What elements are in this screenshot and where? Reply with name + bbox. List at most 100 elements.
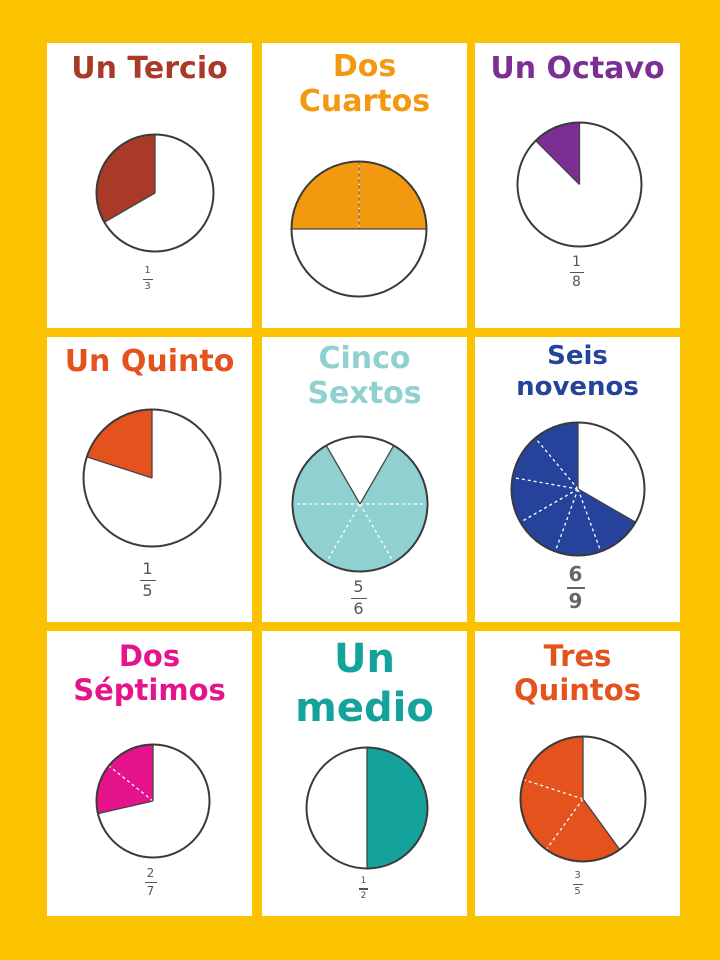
pie-division-line: [325, 503, 361, 563]
card-title: Un Tercio: [47, 51, 252, 86]
fraction-numerator: 1: [572, 254, 581, 270]
fraction-pie: [510, 421, 646, 557]
pie-outline: [291, 435, 429, 573]
pie-division-line: [359, 503, 395, 563]
pie-outline: [305, 746, 429, 870]
fraction-pie: [95, 133, 215, 253]
pie-division-line: [554, 488, 579, 552]
fraction-pie: [291, 435, 429, 573]
fraction-denominator: 7: [146, 884, 155, 899]
pie-outline: [516, 121, 643, 248]
title-line: Un: [334, 636, 395, 682]
fraction-numerator: 1: [142, 559, 153, 578]
pie-division-line: [523, 779, 584, 800]
fraction-denominator: 2: [360, 890, 367, 901]
fraction-pie: [95, 743, 211, 859]
fraction-pie: [516, 121, 643, 248]
card-title: Dos Séptimos: [47, 639, 252, 707]
title-line: Un Quinto: [64, 344, 235, 379]
card-seis-novenos: Seis novenos 6 9: [475, 337, 680, 622]
pie-shaded-sector: [291, 161, 427, 229]
title-line: Seis: [547, 341, 608, 371]
pie-outline: [510, 421, 646, 557]
card-dos-septimos: Dos Séptimos 2 7: [47, 631, 252, 916]
pie-sector-edge: [577, 488, 636, 523]
card-title: Dos Cuartos: [262, 49, 467, 120]
pie-shaded-sector: [292, 445, 428, 572]
fraction-pie: [290, 160, 428, 298]
card-dos-cuartos: Dos Cuartos: [262, 43, 467, 328]
card-title: Un Octavo: [475, 51, 680, 86]
pie-shaded-sector: [367, 747, 428, 869]
pie-shaded-sector: [96, 134, 155, 223]
title-line: Tres: [543, 639, 612, 673]
pie-division-line: [534, 437, 579, 490]
fraction-numerator: 1: [144, 265, 151, 276]
fraction-denominator: 9: [568, 589, 583, 613]
card-un-quinto: Un Quinto 1 5: [47, 337, 252, 622]
pie-sector-edge: [86, 456, 153, 479]
fraction-pie: [519, 735, 647, 863]
pie-sector-edge: [359, 445, 395, 505]
fraction-label: 2 7: [49, 867, 252, 898]
card-un-tercio: Un Tercio 1 3: [47, 43, 252, 328]
pie-outline: [95, 133, 215, 253]
pie-sector-edge: [104, 192, 156, 223]
pie-sector-edge: [97, 800, 154, 815]
card-title: Un medio: [262, 635, 467, 733]
pie-division-line: [512, 476, 579, 490]
fraction-numerator: 1: [360, 876, 367, 886]
fraction-numerator: 6: [568, 562, 583, 586]
pie-shaded-sector: [535, 122, 580, 185]
card-title: Tres Quintos: [475, 639, 680, 707]
card-tres-quintos: Tres Quintos 3 5: [475, 631, 680, 916]
title-line: Cinco: [318, 341, 411, 376]
pie-sector-edge: [535, 140, 580, 185]
fraction-denominator: 8: [572, 274, 581, 291]
title-line: Dos: [118, 639, 181, 673]
pie-division-line: [577, 488, 602, 552]
title-line: Dos: [332, 49, 397, 84]
pie-sector-edge: [325, 445, 361, 505]
title-line: Séptimos: [73, 673, 226, 708]
fraction-label: 1 3: [43, 265, 252, 293]
pie-outline: [290, 160, 428, 298]
fraction-denominator: 5: [142, 581, 153, 601]
pie-shaded-sector: [511, 422, 636, 556]
card-un-octavo: Un Octavo 1 8: [475, 43, 680, 328]
title-line: Sextos: [307, 376, 422, 412]
fraction-label: 1 5: [43, 559, 252, 601]
fraction-label: 5 6: [250, 577, 467, 619]
pie-sector-edge: [582, 798, 621, 850]
fraction-denominator: 3: [144, 281, 151, 292]
pie-outline: [95, 743, 211, 859]
fraction-denominator: 6: [353, 599, 364, 619]
fraction-denominator: 5: [574, 886, 581, 897]
fraction-label: 1 2: [260, 876, 467, 901]
fraction-pie: [82, 408, 222, 548]
card-un-medio: Un medio 1 2: [262, 631, 467, 916]
title-line: Un Tercio: [71, 51, 228, 86]
card-title: Cinco Sextos: [262, 341, 467, 412]
fraction-numerator: 2: [146, 866, 155, 880]
card-title: Un Quinto: [47, 344, 252, 379]
card-title: Seis novenos: [475, 341, 680, 402]
fraction-numerator: 3: [574, 870, 581, 881]
fraction-label: 3 5: [475, 870, 680, 898]
pie-outline: [82, 408, 222, 548]
pie-division-line: [520, 488, 579, 523]
title-line: Un Octavo: [490, 51, 665, 86]
fraction-pie: [305, 746, 429, 870]
fraction-label: 1 8: [473, 255, 680, 290]
card-cinco-sextos: Cinco Sextos 5 6: [262, 337, 467, 622]
pie-shaded-sector: [520, 736, 620, 862]
title-line: medio: [295, 684, 434, 731]
fraction-numerator: 5: [353, 577, 364, 596]
title-line: Cuartos: [298, 84, 431, 120]
pie-shaded-sector: [86, 409, 152, 478]
title-line: novenos: [516, 371, 639, 402]
fraction-label: 6 9: [471, 564, 680, 612]
pie-division-line: [545, 798, 584, 850]
pie-outline: [519, 735, 647, 863]
title-line: Quintos: [514, 673, 641, 708]
